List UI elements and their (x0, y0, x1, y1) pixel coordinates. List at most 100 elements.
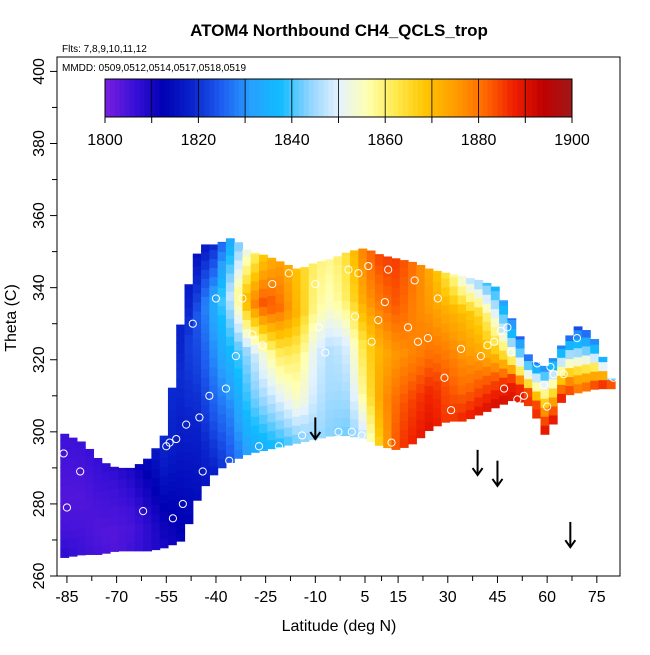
heatmap-cell (159, 520, 169, 531)
heatmap-cell (515, 356, 525, 367)
heatmap-cell (416, 264, 426, 267)
heatmap-cell (176, 324, 186, 335)
heatmap-cell (217, 350, 227, 361)
heatmap-cell (109, 506, 119, 516)
heatmap-cell (93, 527, 103, 537)
colorbar-segment (259, 79, 265, 117)
heatmap-cell (316, 419, 326, 430)
heatmap-cell (242, 337, 252, 348)
heatmap-cell (507, 337, 517, 348)
heatmap-cell (474, 288, 484, 299)
heatmap-cell (250, 353, 260, 363)
heatmap-cell (316, 338, 326, 349)
heatmap-cell (333, 282, 343, 292)
heatmap-cell (449, 303, 459, 314)
heatmap-cell (101, 517, 111, 527)
heatmap-cell (167, 481, 177, 492)
heatmap-cell (408, 380, 417, 391)
heatmap-cell (507, 328, 517, 338)
heatmap-cell (515, 336, 525, 340)
heatmap-cell (234, 259, 244, 270)
heatmap-cell (341, 282, 351, 292)
heatmap-cell (532, 408, 542, 419)
heatmap-cell (159, 484, 169, 495)
heatmap-cell (358, 249, 368, 259)
colorbar-tick-label: 1800 (87, 132, 123, 149)
heatmap-cell (267, 340, 277, 351)
heatmap-cell (134, 478, 144, 489)
heatmap-cell (374, 337, 384, 347)
heatmap-cell (424, 331, 434, 341)
heatmap-cell (283, 327, 293, 338)
heatmap-cell (548, 396, 558, 407)
heatmap-cell (292, 290, 302, 300)
heatmap-cell (209, 294, 219, 305)
heatmap-cell (424, 295, 434, 305)
heatmap-cell (76, 482, 86, 493)
heatmap-cell (432, 272, 442, 283)
heatmap-cell (399, 330, 409, 340)
heatmap-cell (201, 377, 210, 388)
data-point (476, 352, 486, 361)
heatmap-cell (416, 266, 426, 277)
heatmap-cell (308, 421, 318, 432)
y-axis-label: Theta (C) (3, 284, 20, 352)
data-point (248, 330, 257, 339)
heatmap-cell (109, 479, 119, 489)
heatmap-cell (383, 330, 393, 340)
colorbar-segment (408, 79, 414, 117)
heatmap-cell (432, 299, 442, 310)
heatmap-cell (532, 399, 542, 410)
heatmap-cell (217, 251, 227, 262)
colorbar-segment (413, 79, 419, 117)
heatmap-cell (350, 418, 359, 429)
heatmap-cell (374, 382, 384, 392)
heatmap-cell (101, 544, 111, 554)
heatmap-cell (201, 476, 210, 487)
heatmap-cell (109, 466, 119, 471)
heatmap-cell (292, 344, 302, 354)
heatmap-cell (217, 440, 227, 451)
heatmap-cell (499, 395, 508, 405)
heatmap-cell (391, 431, 401, 441)
heatmap-cell (490, 290, 500, 301)
heatmap-cell (300, 288, 310, 298)
heatmap-cell (399, 384, 409, 394)
heatmap-cell (167, 418, 177, 429)
colorbar-segment (472, 79, 479, 117)
heatmap-cell (184, 415, 194, 426)
heatmap-cell (68, 547, 78, 557)
heatmap-cell (408, 398, 417, 409)
data-point (172, 434, 181, 444)
heatmap-cell (267, 277, 277, 287)
heatmap-cell (374, 436, 384, 446)
heatmap-cell (573, 347, 583, 358)
heatmap-cell (234, 313, 244, 324)
y-tick-label: 360 (31, 202, 48, 229)
heatmap-cell (201, 260, 210, 270)
heatmap-cell (432, 416, 442, 427)
dates-subtitle: MMDD: 0509,0512,0514,0517,0518,0519 (62, 63, 246, 74)
heatmap-cell (259, 396, 268, 406)
heatmap-cell (267, 331, 277, 342)
heatmap-cell (60, 433, 70, 441)
heatmap-cell (184, 424, 194, 435)
heatmap-cell (242, 256, 252, 266)
heatmap-cell (490, 299, 500, 310)
heatmap-cell (60, 530, 70, 540)
heatmap-cell (217, 314, 227, 325)
data-point (158, 409, 168, 418)
heatmap-cell (134, 523, 144, 534)
colorbar-tick-label: 1840 (274, 132, 310, 149)
heatmap-cell (408, 261, 417, 265)
heatmap-cell (209, 375, 219, 386)
colorbar-segment (194, 79, 200, 117)
heatmap-cell (449, 357, 459, 368)
y-tick-label: 340 (31, 274, 48, 301)
heatmap-cell (432, 389, 442, 400)
data-point (456, 344, 466, 354)
colorbar-segment (378, 79, 384, 117)
heatmap-cell (316, 284, 326, 295)
heatmap-cell (432, 407, 442, 418)
heatmap-cell (457, 312, 467, 323)
